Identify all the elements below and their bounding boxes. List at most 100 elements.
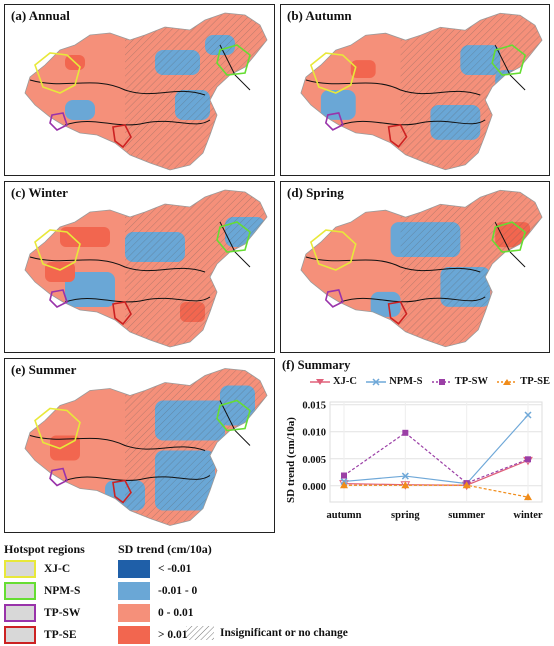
trend-legend-item: < -0.01 (118, 560, 191, 578)
hotspot-tpse-outline (387, 300, 408, 325)
data-point (340, 481, 348, 489)
region-boundary (29, 221, 251, 303)
hotspot-tpse-outline (112, 124, 132, 149)
region-boundary (29, 400, 251, 481)
legend-line-icon (497, 378, 518, 385)
summary-chart: (f) Summary XJ-C NPM-S TP-SW TP-SE SD tr… (280, 358, 554, 538)
snow-trend-map (24, 12, 268, 171)
hotspot-tpse-outline (112, 479, 132, 504)
country-outline (24, 368, 268, 526)
strong-positive-trend-area (60, 227, 110, 247)
hotspot-tpsw-outline (49, 112, 68, 131)
x-tick-label: spring (391, 510, 420, 521)
legend-item: TP-SW (431, 376, 488, 387)
legend-label: XJ-C (44, 563, 71, 575)
hotspot-tpsw-outline (324, 112, 344, 131)
legend-label: -0.01 - 0 (158, 585, 198, 597)
x-tick-label: autumn (326, 510, 361, 521)
snow-trend-map (24, 189, 268, 348)
hotspot-xjc-outline (34, 52, 81, 94)
hotspot-legend-item: TP-SE (4, 626, 77, 644)
swatch-icon (4, 626, 36, 644)
hatch-swatch-icon (186, 626, 214, 640)
insignificant-hatch (125, 13, 267, 170)
swatch-icon (118, 582, 150, 600)
strong-positive-trend-area (350, 60, 376, 79)
panel-title: (c) Winter (11, 185, 68, 200)
trend-legend-title: SD trend (cm/10a) (118, 542, 212, 556)
chart-title: (f) Summary (282, 358, 351, 372)
map-panel-autumn: (b) Autumn (280, 4, 550, 176)
data-point (524, 411, 532, 419)
legend-label: < -0.01 (158, 563, 192, 575)
data-point (402, 429, 409, 436)
summary-plot: SD trend (cm/10a) 0.000 0.005 0.010 0.015 au… (285, 401, 543, 521)
hotspot-xjc-outline (309, 52, 357, 94)
panel-title: (e) Summer (11, 362, 77, 377)
legend-label: TP-SW (44, 607, 81, 619)
hotspot-xjc-outline (34, 229, 81, 271)
legend-label: XJ-C (333, 376, 357, 387)
country-outline (24, 12, 268, 171)
country-outline (300, 12, 543, 171)
hotspot-xjc-outline (309, 229, 357, 271)
hotspot-tpsw-outline (49, 467, 68, 487)
country-outline (24, 189, 268, 348)
hotspot-tpse-outline (112, 301, 132, 326)
x-tick-label: summer (448, 510, 485, 521)
legend-line-icon (310, 378, 330, 385)
trend-legend-item: -0.01 - 0 (118, 582, 197, 600)
map-panel-summer: (e) Summer (4, 358, 275, 533)
panel-title: (a) Annual (11, 8, 70, 23)
hotspot-legend-title: Hotspot regions (4, 542, 85, 556)
hotspot-npms-outline (491, 44, 527, 76)
region-boundary (305, 221, 526, 303)
hotspot-npms-outline (491, 221, 527, 253)
insignificant-hatch (400, 13, 543, 170)
data-point (524, 493, 532, 501)
snow-trend-map (300, 189, 543, 348)
series-line (343, 414, 529, 485)
legend-label: 0 - 0.01 (158, 607, 194, 619)
trend-legend-item: 0 - 0.01 (118, 604, 193, 622)
data-point (341, 472, 347, 479)
y-tick-label: 0.010 (302, 428, 326, 439)
swatch-icon (4, 560, 36, 578)
x-tick-label: winter (513, 510, 542, 521)
map-panel-winter: (c) Winter (4, 181, 275, 353)
hotspot-npms-outline (216, 399, 251, 432)
data-point (401, 472, 409, 480)
legend-label: > 0.01 (158, 629, 188, 641)
legend-label: TP-SW (454, 376, 488, 387)
y-axis-label: SD trend (cm/10a) (285, 417, 297, 503)
hotspot-legend-item: TP-SW (4, 604, 80, 622)
swatch-icon (118, 560, 150, 578)
swatch-icon (118, 604, 150, 622)
data-point (525, 456, 531, 463)
snow-trend-map (24, 368, 268, 526)
data-point (401, 481, 410, 489)
chart-legend: XJ-C NPM-S TP-SW TP-SE (310, 376, 550, 387)
legend-item: XJ-C (310, 376, 357, 387)
negative-trend-area (65, 100, 95, 120)
panel-title: (d) Spring (287, 185, 344, 200)
legend-label: Insignificant or no change (220, 627, 348, 639)
legend-line-icon (431, 378, 452, 385)
hotspot-tpsw-outline (324, 289, 344, 308)
trend-legend-item: > 0.01 (118, 626, 188, 644)
negative-trend-area (320, 90, 356, 120)
data-point (462, 481, 471, 489)
hotspot-npms-outline (216, 221, 251, 253)
hotspot-legend-item: NPM-S (4, 582, 80, 600)
series-line (343, 432, 529, 484)
y-tick-label: 0.015 (302, 401, 326, 412)
negative-trend-area (65, 272, 115, 307)
legend-label: TP-SE (520, 376, 550, 387)
map-legend: Hotspot regions XJ-C NPM-S TP-SW TP-SE S… (0, 538, 554, 646)
hotspot-legend-item: XJ-C (4, 560, 70, 578)
legend-label: TP-SE (44, 629, 77, 641)
region-boundary (305, 44, 526, 126)
snow-trend-map (300, 12, 543, 171)
swatch-icon (118, 626, 150, 644)
insignificant-legend-item: Insignificant or no change (186, 626, 348, 640)
